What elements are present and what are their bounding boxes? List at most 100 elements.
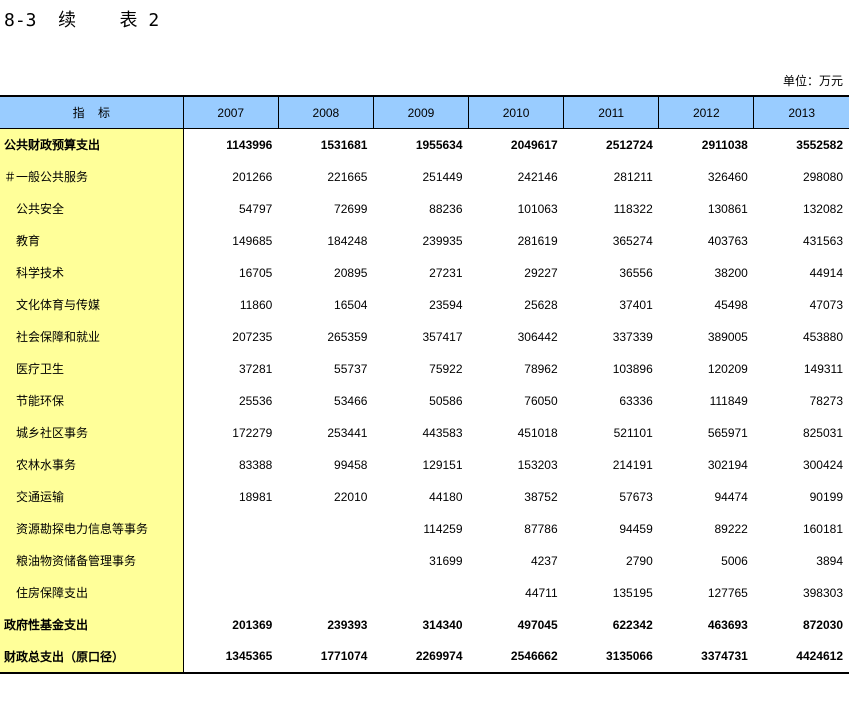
cell-value: 4424612 [796, 649, 843, 663]
header-year: 2010 [468, 96, 564, 129]
cell-value: 443583 [422, 425, 463, 440]
cell-value: 3135066 [606, 649, 653, 663]
cell-value: 149311 [803, 361, 843, 376]
cell-value: 300424 [802, 457, 843, 472]
table-row: ＃一般公共服务 201266 221665 251449 242146 281211 326… [0, 160, 849, 193]
cell-value: 281211 [613, 169, 653, 184]
cell-value: 127765 [707, 585, 748, 600]
cell-value [183, 545, 278, 577]
cell-value: 23594 [429, 297, 463, 312]
cell-value: 118322 [613, 201, 653, 216]
cell-value: 83388 [238, 457, 273, 472]
row-label: 城乡社区事务 [0, 416, 184, 449]
cell-value: 160181 [802, 521, 843, 536]
cell-value: 403763 [707, 233, 748, 248]
cell-value: 1771074 [320, 649, 368, 663]
row-label: 政府性基金支出 [0, 608, 184, 641]
row-label: 农林水事务 [0, 448, 184, 481]
cell-value: 2512724 [606, 137, 653, 152]
cell-value: 78273 [809, 393, 843, 408]
row-label: 交通运输 [0, 480, 184, 513]
table-row: 公共安全 54797 72699 88236 101063 118322 130861 132… [0, 192, 849, 225]
cell-value: 76050 [524, 393, 558, 408]
table-row: 资源勘探电力信息等事务 114259 87786 94459 89222 160181 [0, 512, 849, 545]
cell-value: 2269974 [415, 649, 463, 663]
cell-value: 326460 [707, 169, 748, 184]
cell-value: 90199 [809, 489, 843, 504]
cell-value: 44180 [429, 489, 463, 504]
cell-value: 337339 [612, 329, 653, 344]
cell-value: 149685 [232, 233, 273, 248]
cell-value: 2790 [626, 553, 653, 568]
cell-value: 281619 [517, 233, 558, 248]
table-row: 节能环保 25536 53466 50586 76050 63336 111849 78273 [0, 384, 849, 417]
cell-value: 872030 [802, 617, 843, 632]
cell-value: 132082 [802, 201, 843, 216]
cell-value: 11860 [239, 297, 273, 312]
cell-value: 45498 [714, 297, 748, 312]
table-row: 公共财政预算支出 1143996 1531681 1955634 2049617 2512… [0, 128, 849, 161]
cell-value: 251449 [422, 169, 463, 184]
cell-value: 25536 [238, 393, 273, 408]
cell-value: 2911038 [701, 137, 748, 152]
cell-value [278, 513, 373, 545]
table-row: 住房保障支出 44711 135195 127765 398303 [0, 576, 849, 609]
cell-value: 201369 [232, 617, 273, 632]
header-year: 2009 [372, 96, 469, 129]
row-label: 粮油物资储备管理事务 [0, 544, 184, 577]
cell-value: 130861 [707, 201, 748, 216]
table-row: 社会保障和就业 207235 265359 357417 306442 337339 389… [0, 320, 849, 353]
cell-value: 37281 [238, 361, 273, 376]
cell-value [183, 513, 278, 545]
table-row: 交通运输 18981 22010 44180 38752 57673 94474 90199 [0, 480, 849, 513]
cell-value: 54797 [238, 201, 273, 216]
cell-value: 242146 [517, 169, 558, 184]
data-table: 指 标 2007 2008 2009 2010 2011 2012 2013 公… [0, 95, 849, 674]
cell-value: 16504 [334, 297, 368, 312]
cell-value: 2049617 [510, 137, 558, 152]
row-label: 财政总支出（原口径） [0, 640, 184, 673]
cell-value: 221665 [327, 169, 368, 184]
cell-value: 111849 [709, 393, 748, 408]
header-indicator: 指 标 [0, 96, 184, 129]
cell-value: 99458 [334, 457, 368, 472]
cell-value: 153203 [517, 457, 558, 472]
cell-value: 239393 [327, 617, 368, 632]
cell-value: 1531681 [320, 137, 368, 152]
cell-value: 44711 [525, 585, 558, 600]
row-label: 公共安全 [0, 192, 184, 225]
cell-value: 94459 [619, 521, 653, 536]
cell-value: 825031 [802, 425, 843, 440]
table-row: 财政总支出（原口径） 1345365 1771074 2269974 2546662 31… [0, 640, 849, 673]
cell-value: 298080 [802, 169, 843, 184]
row-label: 医疗卫生 [0, 352, 184, 385]
table-row: 医疗卫生 37281 55737 75922 78962 103896 120209 1493… [0, 352, 849, 385]
row-label: 资源勘探电力信息等事务 [0, 512, 184, 545]
table-title: 8-3 续 表 2 [4, 10, 160, 31]
row-label: ＃一般公共服务 [0, 160, 184, 193]
cell-value: 44914 [809, 265, 843, 280]
table-row: 粮油物资储备管理事务 31699 4237 2790 5006 3894 [0, 544, 849, 577]
cell-value: 314340 [422, 617, 463, 632]
cell-value: 622342 [612, 617, 653, 632]
cell-value: 53466 [334, 393, 368, 408]
header-year: 2007 [182, 96, 279, 129]
cell-value: 129151 [422, 457, 463, 472]
cell-value: 89222 [714, 521, 748, 536]
cell-value [183, 577, 278, 609]
cell-value: 38200 [714, 265, 748, 280]
header-year: 2008 [277, 96, 374, 129]
cell-value: 38752 [524, 489, 558, 504]
cell-value: 463693 [707, 617, 748, 632]
row-label: 节能环保 [0, 384, 184, 417]
cell-value: 55737 [334, 361, 368, 376]
cell-value: 63336 [619, 393, 653, 408]
cell-value: 16705 [238, 265, 273, 280]
table-row: 政府性基金支出 201369 239393 314340 497045 622342 463… [0, 608, 849, 641]
cell-value: 101063 [517, 201, 558, 216]
row-label: 教育 [0, 224, 184, 257]
cell-value: 521101 [613, 425, 653, 440]
cell-value: 36556 [619, 265, 653, 280]
cell-value: 87786 [524, 521, 558, 536]
cell-value: 1345365 [225, 649, 273, 663]
